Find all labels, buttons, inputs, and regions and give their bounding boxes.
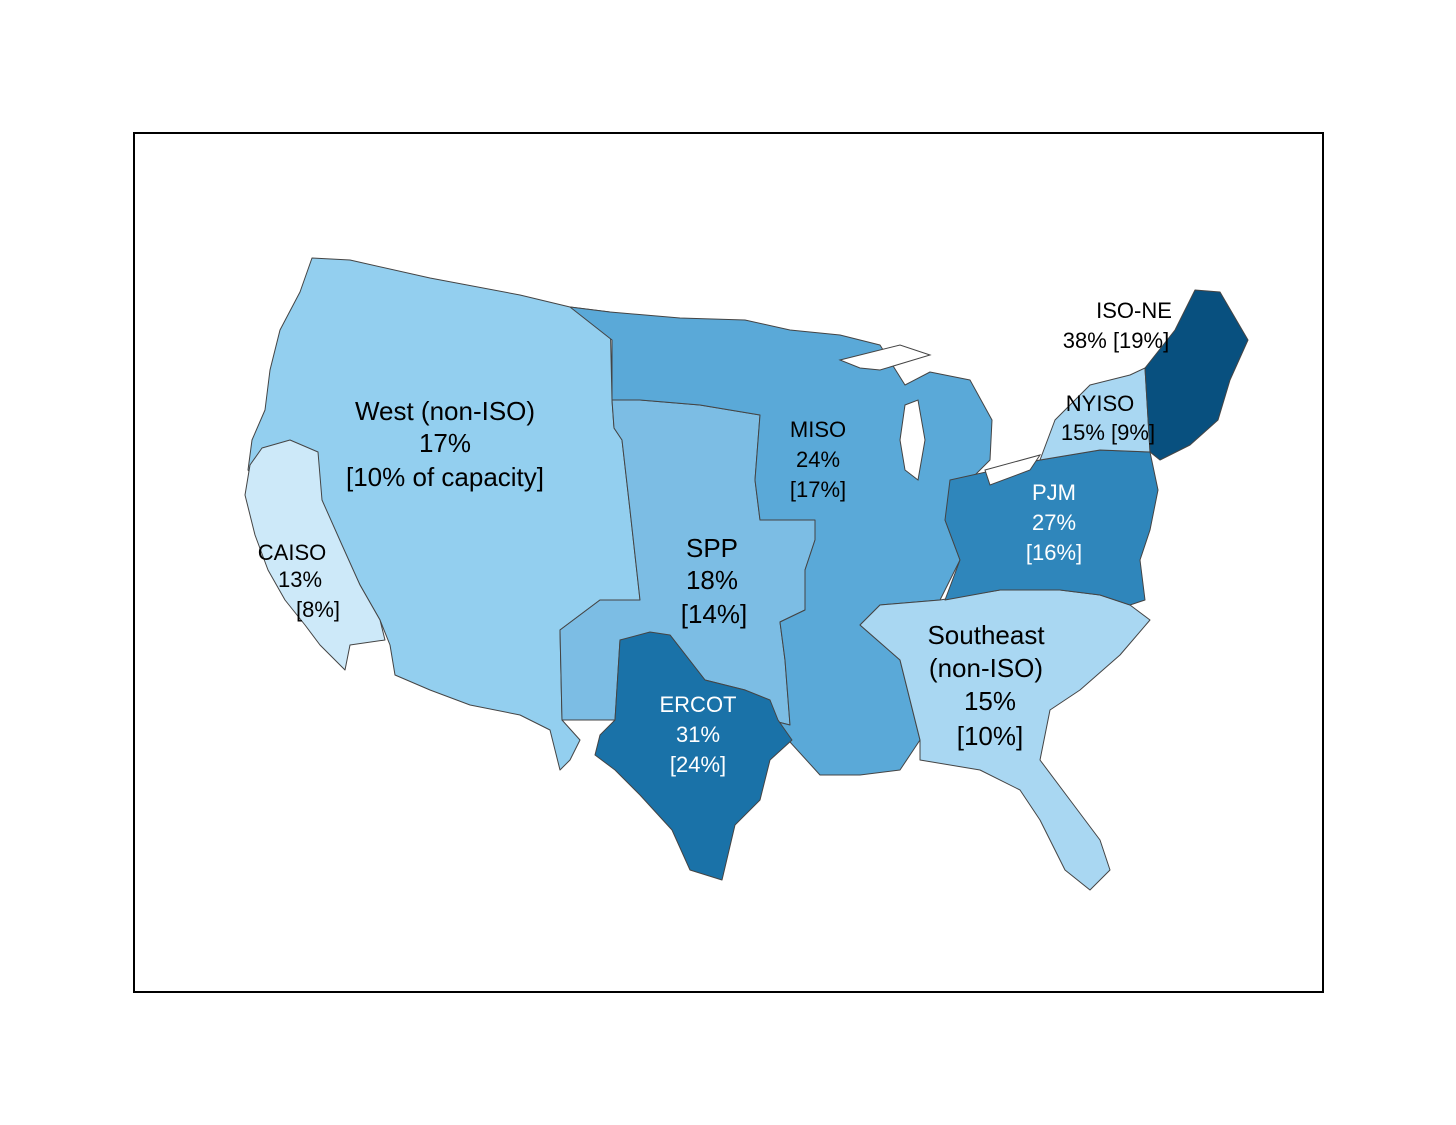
region-west	[247, 257, 641, 771]
label-ercot: ERCOT 31% [24%]	[660, 692, 737, 777]
label-pjm-line1: PJM	[1032, 480, 1076, 505]
label-southeast-line1: Southeast	[927, 620, 1045, 650]
label-west-line2: 17%	[419, 428, 471, 458]
label-isone-line1: ISO-NE	[1096, 298, 1172, 323]
label-west-line3: [10% of capacity]	[346, 462, 544, 492]
label-ercot-line2: 31%	[676, 722, 720, 747]
label-isone-line2: 38% [19%]	[1063, 328, 1169, 353]
map-frame	[133, 132, 1324, 993]
label-nyiso: NYISO 15% [9%]	[1061, 391, 1155, 445]
label-pjm: PJM 27% [16%]	[1026, 480, 1082, 565]
label-caiso-line2: 13%	[278, 567, 322, 592]
label-southeast-line4: [10%]	[957, 721, 1024, 751]
region-caiso	[244, 439, 386, 671]
region-ercot	[594, 631, 793, 881]
label-spp-line3: [14%]	[681, 599, 748, 629]
label-caiso: CAISO 13% [8%]	[258, 540, 340, 622]
label-caiso-line1: CAISO	[258, 540, 326, 565]
label-spp: SPP 18% [14%]	[681, 533, 748, 629]
region-isone	[1144, 289, 1249, 461]
label-isone: ISO-NE 38% [19%]	[1063, 298, 1172, 353]
label-west-line1: West (non-ISO)	[355, 396, 535, 426]
label-southeast: Southeast (non-ISO) 15% [10%]	[927, 620, 1045, 751]
label-southeast-line2: (non-ISO)	[929, 653, 1043, 683]
label-nyiso-line2: 15% [9%]	[1061, 420, 1155, 445]
label-ercot-line3: [24%]	[670, 752, 726, 777]
label-nyiso-line1: NYISO	[1066, 391, 1134, 416]
region-nyiso	[1039, 367, 1151, 461]
label-west: West (non-ISO) 17% [10% of capacity]	[346, 396, 544, 492]
label-miso-line1: MISO	[790, 417, 846, 442]
label-miso-line2: 24%	[796, 447, 840, 472]
label-ercot-line1: ERCOT	[660, 692, 737, 717]
label-pjm-line3: [16%]	[1026, 540, 1082, 565]
label-southeast-line3: 15%	[964, 686, 1016, 716]
label-pjm-line2: 27%	[1032, 510, 1076, 535]
label-spp-line1: SPP	[686, 533, 738, 563]
label-miso: MISO 24% [17%]	[790, 417, 846, 502]
label-spp-line2: 18%	[686, 565, 738, 595]
label-miso-line3: [17%]	[790, 477, 846, 502]
great-lakes	[838, 344, 1042, 486]
label-caiso-line3: [8%]	[296, 597, 340, 622]
